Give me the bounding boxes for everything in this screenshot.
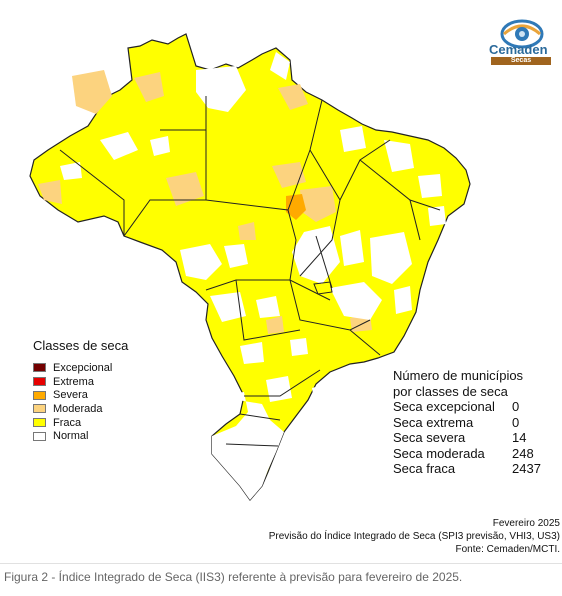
legend-label: Moderada: [53, 402, 103, 415]
count-value: 0: [512, 399, 520, 414]
legend-item: Fraca: [33, 416, 128, 430]
count-row: Seca severa 14: [393, 430, 541, 446]
count-row: Seca fraca 2437: [393, 461, 541, 477]
legend-swatch: [33, 363, 46, 373]
count-row: Seca moderada 248: [393, 446, 541, 462]
legend-item: Moderada: [33, 402, 128, 416]
count-label: Seca extrema: [393, 414, 474, 430]
count-label: Seca severa: [393, 430, 466, 445]
logo-name: Cemaden: [489, 42, 548, 57]
map-footer: Fevereiro 2025 Previsão do Índice Integr…: [269, 517, 560, 556]
counts-title-line2: por classes de seca: [393, 383, 508, 399]
count-row: Seca excepcional 0: [393, 399, 541, 415]
figure-caption: Figura 2 - Índice Integrado de Seca (IIS…: [4, 570, 463, 584]
count-label: Seca moderada: [393, 445, 485, 461]
count-label: Seca fraca: [393, 461, 456, 476]
legend-swatch: [33, 431, 46, 441]
legend-label: Extrema: [53, 375, 94, 388]
state-borders: [59, 96, 441, 447]
count-value: 2437: [512, 461, 541, 476]
legend: Classes de seca Excepcional Extrema Severa…: [33, 338, 128, 443]
caption-divider: [0, 563, 562, 564]
cemaden-logo-icon: [500, 19, 544, 49]
footer-description: Previsão do Índice Integrado de Seca (SP…: [268, 531, 560, 542]
legend-item: Extrema: [33, 375, 128, 389]
legend-label: Fraca: [53, 416, 82, 429]
drought-map-figure: Cemaden Secas Classes de seca Excepciona…: [29, 19, 560, 556]
legend-label: Normal: [53, 430, 89, 443]
legend-swatch: [33, 418, 46, 428]
count-value: 248: [512, 445, 534, 461]
legend-items: Excepcional Extrema Severa Moderada Fraca Nor…: [33, 361, 128, 443]
legend-swatch: [33, 404, 46, 414]
count-value: 14: [512, 430, 527, 445]
footer-source: Fonte: Cemaden/MCTI.: [455, 544, 560, 555]
municipality-counts: Número de municípios por classes de seca…: [393, 368, 541, 477]
count-row: Seca extrema 0: [393, 415, 541, 431]
legend-label: Excepcional: [53, 361, 113, 374]
footer-date: Fevereiro 2025: [492, 518, 560, 529]
legend-swatch: [33, 377, 46, 387]
logo-band: Secas: [491, 57, 551, 65]
normal-areas: [60, 52, 446, 500]
counts-title-line1: Número de municípios: [393, 368, 524, 383]
legend-swatch: [33, 390, 46, 400]
brazil-outline: [29, 33, 471, 501]
legend-title: Classes de seca: [33, 338, 129, 353]
legend-item: Normal: [33, 429, 128, 443]
legend-label: Severa: [53, 389, 88, 402]
brazil-drought-map: [29, 33, 471, 501]
legend-item: Severa: [33, 388, 128, 402]
legend-item: Excepcional: [33, 361, 128, 375]
moderate-drought-areas: [38, 70, 372, 334]
count-value: 0: [512, 414, 520, 430]
count-label: Seca excepcional: [393, 399, 495, 414]
counts-rows: Seca excepcional 0 Seca extrema 0 Seca sever…: [393, 399, 541, 477]
